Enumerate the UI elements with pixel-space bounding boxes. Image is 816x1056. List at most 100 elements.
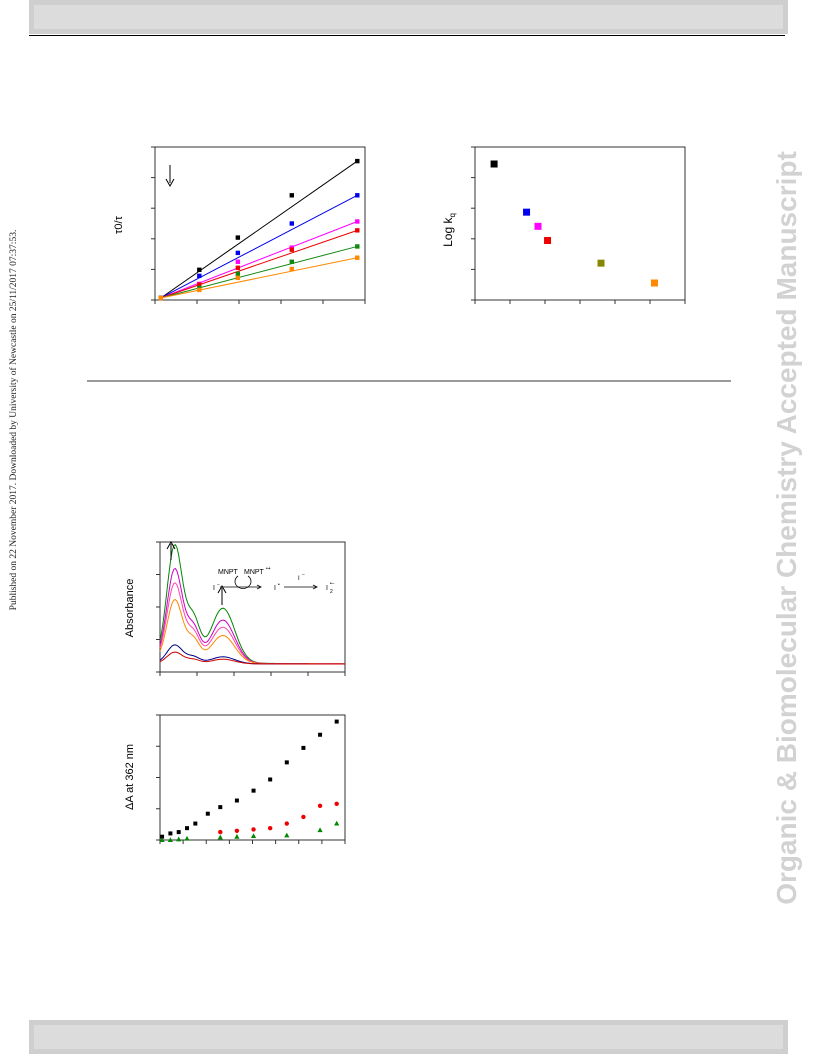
- inset-arrow: [312, 584, 318, 590]
- data-point: [234, 828, 240, 833]
- data-point: [301, 814, 306, 820]
- data-point: [235, 259, 241, 264]
- spectrum-line-1: [159, 567, 345, 665]
- data-point: [218, 805, 223, 810]
- data-point: [235, 235, 241, 240]
- data-point: [650, 279, 658, 287]
- y-axis-label-main: Log k: [441, 217, 455, 247]
- data-point: [355, 219, 360, 224]
- data-point: [284, 821, 289, 826]
- inset-product: I: [326, 585, 328, 592]
- header-band: [29, 0, 788, 34]
- data-point: [217, 834, 223, 840]
- data-point: [250, 833, 257, 839]
- data-point: [193, 821, 198, 826]
- fit-line-5: [160, 257, 358, 299]
- data-point: [523, 208, 531, 216]
- data-point: [334, 820, 340, 826]
- plot-frame: [159, 541, 346, 673]
- fit-line-1: [160, 194, 358, 299]
- delta-a-chart: ΔA at 362 nm: [124, 714, 346, 844]
- header-rule: [29, 35, 785, 36]
- data-point: [235, 250, 241, 256]
- data-point: [318, 732, 323, 737]
- data-point: [267, 825, 273, 831]
- inset-iodine-radical: I: [274, 585, 276, 592]
- spectrum-line-5: [159, 651, 345, 665]
- data-point: [334, 719, 339, 724]
- data-point: [544, 237, 552, 244]
- y-axis-label: Log kq: [441, 213, 457, 247]
- data-point: [176, 836, 182, 842]
- data-point: [284, 760, 289, 765]
- fit-line-4: [160, 245, 358, 299]
- arrow-up-icon: [217, 584, 227, 594]
- y-axis-label: ΔA at 362 nm: [124, 744, 136, 810]
- data-point: [235, 275, 241, 281]
- data-point: [251, 788, 256, 793]
- section-separator: [87, 380, 731, 382]
- log-kq-chart: Log kq: [441, 146, 686, 304]
- footer-band: [29, 1020, 788, 1054]
- y-axis-label-subscript: q: [448, 213, 457, 217]
- data-point: [167, 837, 173, 842]
- data-point: [317, 827, 323, 833]
- data-point: [355, 193, 360, 198]
- data-point: [197, 267, 202, 273]
- spectrum-line-0: [159, 544, 345, 665]
- inset-iodide-sup: −: [217, 582, 220, 588]
- fit-line-3: [160, 229, 358, 299]
- data-point: [334, 801, 339, 807]
- data-point: [355, 228, 360, 233]
- inset-mnpt-right-sup: •+: [266, 566, 271, 572]
- data-point: [355, 158, 360, 164]
- data-point: [168, 831, 173, 836]
- data-point: [197, 273, 202, 279]
- inset-iodine-radical-sup: •: [278, 582, 280, 588]
- data-point: [185, 826, 190, 831]
- data-point: [284, 832, 290, 838]
- data-point: [490, 160, 498, 168]
- absorbance-chart: MNPT MNPT •+I − I •I−I 2•−Absorbance: [124, 540, 346, 676]
- data-point: [289, 266, 294, 272]
- data-point: [234, 798, 239, 803]
- y-axis-label: τ0/τ: [113, 215, 125, 234]
- y-axis-label: Absorbance: [124, 579, 136, 638]
- data-point: [289, 193, 294, 198]
- data-point: [160, 834, 165, 839]
- data-point: [235, 271, 241, 277]
- data-point: [268, 777, 273, 782]
- data-point: [184, 835, 190, 841]
- inset-product-sup: •−: [330, 581, 335, 587]
- data-point: [534, 222, 542, 230]
- data-point: [251, 827, 256, 832]
- inset-iodide: I: [213, 585, 215, 592]
- inset-mnpt-right: MNPT: [244, 569, 265, 576]
- data-point: [159, 837, 165, 842]
- arrow-up-icon: [166, 540, 176, 550]
- spectrum-line-2: [159, 582, 345, 665]
- data-point: [234, 833, 240, 839]
- data-point: [197, 282, 202, 287]
- data-point: [355, 255, 360, 260]
- data-point: [158, 295, 163, 301]
- fit-line-0: [160, 160, 358, 299]
- data-point: [597, 259, 605, 267]
- data-point: [355, 244, 360, 249]
- arrow-down-icon: [165, 178, 175, 188]
- inset-iodide-2: I: [298, 576, 300, 582]
- data-point: [205, 811, 210, 816]
- data-point: [235, 265, 241, 270]
- plot-frame: [154, 146, 366, 301]
- data-point: [218, 829, 223, 835]
- data-point: [289, 247, 294, 252]
- inset-iodide-2-sup: −: [302, 572, 305, 578]
- inset-mnpt-left: MNPT: [218, 569, 239, 576]
- plot-frame: [474, 146, 686, 301]
- data-point: [197, 287, 202, 293]
- plot-frame: [159, 714, 346, 841]
- data-point: [289, 259, 294, 264]
- inset-curved-arrow: [234, 575, 252, 589]
- inset-product-sub: 2: [330, 589, 333, 595]
- inset-arrow: [256, 584, 262, 590]
